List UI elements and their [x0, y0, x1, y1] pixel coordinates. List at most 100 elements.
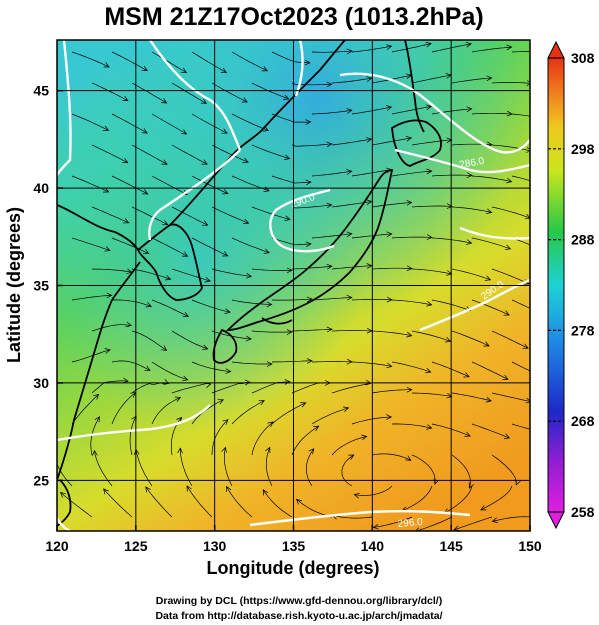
- streamline-arrow: [306, 358, 313, 364]
- streamline-arrow: [486, 75, 493, 82]
- streamline-arrow: [468, 482, 475, 489]
- streamline: [211, 268, 252, 277]
- streamline-arrow: [385, 105, 393, 111]
- streamline: [391, 299, 432, 306]
- streamline-arrow: [202, 220, 209, 226]
- streamline: [391, 361, 431, 373]
- streamline: [91, 380, 129, 394]
- credit-drawing: Drawing by DCL (https://www.gfd-dennou.o…: [156, 595, 442, 607]
- streamline-arrow: [161, 98, 168, 104]
- streamline: [415, 516, 453, 531]
- streamline: [151, 113, 187, 135]
- streamline-arrow: [141, 65, 148, 72]
- streamline: [453, 516, 493, 531]
- streamline-arrow: [506, 177, 513, 184]
- streamline-arrow: [463, 372, 470, 378]
- streamline: [231, 51, 268, 72]
- streamline-arrow: [104, 348, 111, 354]
- streamline: [451, 454, 471, 489]
- streamline: [371, 137, 412, 146]
- streamline: [351, 106, 392, 115]
- streamline: [191, 361, 231, 372]
- streamline: [371, 453, 412, 461]
- streamline: [251, 144, 290, 159]
- streamline-arrow: [145, 302, 152, 308]
- streamline: [291, 143, 332, 147]
- streamline-arrow: [466, 106, 473, 112]
- contour-line: [57, 40, 72, 176]
- streamline-arrow: [102, 125, 110, 131]
- streamline: [491, 268, 530, 285]
- streamline-arrow: [415, 527, 420, 531]
- streamline: [331, 265, 372, 270]
- streamline-arrow: [242, 157, 249, 163]
- streamline-arrow: [142, 189, 149, 195]
- streamline-arrow: [346, 169, 353, 175]
- streamline: [111, 175, 148, 195]
- streamline-arrow: [221, 446, 227, 453]
- y-axis-ticks: 25 30 35 40 45: [33, 83, 63, 488]
- streamline-arrow: [522, 343, 529, 349]
- streamline-arrow: [284, 154, 291, 160]
- streamline-arrow: [565, 153, 571, 158]
- streamline-arrow: [143, 248, 150, 255]
- streamline-arrow: [104, 246, 111, 252]
- streamline: [511, 175, 530, 181]
- streamline: [111, 360, 151, 371]
- streamline: [151, 299, 189, 317]
- streamline: [231, 361, 272, 365]
- streamline-arrow: [480, 505, 487, 511]
- streamline-arrow: [182, 375, 189, 382]
- streamline: [171, 383, 211, 394]
- streamline-arrow: [425, 41, 432, 48]
- streamline: [271, 237, 312, 246]
- streamline: [91, 268, 132, 273]
- streamline-arrow: [326, 81, 333, 88]
- streamline-arrow: [525, 147, 530, 153]
- y-tick-label: 40: [33, 180, 49, 196]
- coastline-honshu: [225, 169, 394, 331]
- x-tick-label: 140: [361, 538, 385, 554]
- colorbar-tick-label: 278: [571, 322, 595, 338]
- streamline-arrow: [125, 321, 132, 328]
- streamline: [151, 361, 188, 381]
- streamline: [271, 360, 313, 363]
- streamline-arrow: [465, 41, 472, 48]
- contour-line: [339, 72, 530, 154]
- streamline-arrow: [444, 337, 452, 343]
- streamline: [60, 492, 93, 518]
- streamline: [271, 175, 311, 184]
- streamline-arrow: [372, 524, 379, 530]
- streamline: [471, 423, 510, 439]
- streamline-arrow: [406, 331, 413, 338]
- streamline-arrow: [266, 361, 273, 367]
- streamline-arrow: [296, 498, 303, 505]
- streamline: [191, 237, 228, 257]
- streamline: [431, 237, 472, 244]
- streamline: [331, 138, 372, 146]
- streamline-arrow: [286, 267, 293, 274]
- streamline: [91, 144, 128, 164]
- streamline-arrow: [502, 374, 509, 380]
- contour-line: [249, 509, 471, 527]
- coastline-sakhalin: [404, 40, 425, 133]
- streamline: [411, 74, 452, 84]
- streamline: [191, 299, 231, 313]
- streamline-arrow: [220, 67, 227, 73]
- streamline-arrow: [161, 345, 168, 351]
- streamline-arrow: [242, 218, 250, 225]
- streamline-arrow: [491, 517, 498, 523]
- streamline: [191, 113, 228, 134]
- streamline-arrow: [346, 48, 353, 55]
- streamline: [331, 436, 367, 456]
- contour-line: [459, 226, 530, 240]
- streamline: [251, 330, 293, 333]
- streamline-arrow: [202, 344, 209, 351]
- streamline-arrow: [346, 294, 353, 301]
- streamline: [251, 381, 290, 394]
- streamline: [471, 46, 512, 53]
- streamline: [311, 50, 353, 53]
- streamline-arrow: [258, 400, 265, 406]
- streamline-arrow: [266, 301, 273, 308]
